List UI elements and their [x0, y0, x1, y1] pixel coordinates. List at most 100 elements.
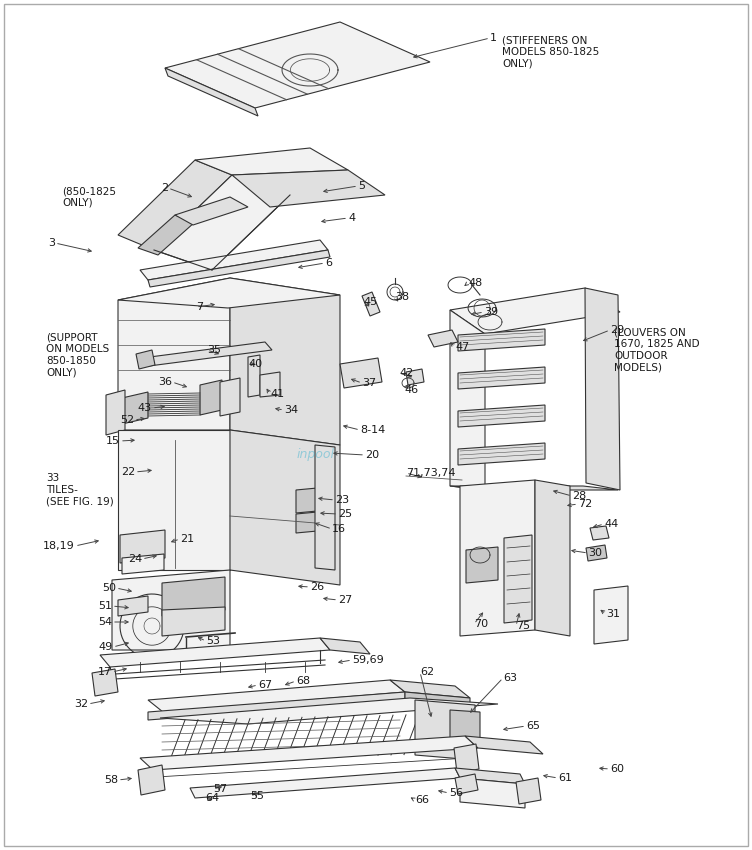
Polygon shape — [406, 369, 424, 385]
Text: 6: 6 — [325, 258, 332, 268]
Polygon shape — [455, 774, 478, 794]
Text: 26: 26 — [310, 582, 324, 592]
Polygon shape — [230, 430, 340, 585]
Text: 67: 67 — [258, 680, 272, 690]
Polygon shape — [148, 250, 330, 287]
Polygon shape — [450, 486, 618, 490]
Polygon shape — [140, 240, 328, 280]
Polygon shape — [362, 292, 380, 316]
Polygon shape — [450, 710, 480, 740]
Text: inpool: inpool — [297, 448, 335, 462]
Polygon shape — [92, 669, 118, 696]
Text: 54: 54 — [98, 617, 112, 627]
Text: 21: 21 — [180, 534, 194, 544]
Text: 75: 75 — [516, 621, 530, 631]
Polygon shape — [138, 765, 165, 795]
Text: (SUPPORT
ON MODELS
850-1850
ONLY): (SUPPORT ON MODELS 850-1850 ONLY) — [46, 332, 109, 377]
Polygon shape — [450, 288, 620, 334]
Polygon shape — [460, 480, 535, 636]
Polygon shape — [118, 596, 148, 616]
Text: 46: 46 — [404, 385, 418, 395]
Polygon shape — [162, 577, 225, 616]
Text: 4: 4 — [348, 213, 355, 223]
Polygon shape — [296, 487, 328, 513]
Text: 61: 61 — [558, 773, 572, 783]
Text: 45: 45 — [363, 297, 377, 307]
Polygon shape — [165, 22, 430, 108]
Polygon shape — [296, 511, 328, 533]
Polygon shape — [118, 430, 230, 570]
Polygon shape — [138, 215, 195, 255]
Text: 18,19: 18,19 — [44, 541, 75, 551]
Polygon shape — [450, 310, 485, 490]
Polygon shape — [148, 680, 405, 712]
Polygon shape — [315, 445, 335, 570]
Polygon shape — [106, 390, 125, 435]
Text: 24: 24 — [128, 554, 142, 564]
Text: 56: 56 — [449, 788, 463, 798]
Polygon shape — [415, 700, 475, 760]
Polygon shape — [112, 570, 230, 650]
Text: 59,69: 59,69 — [352, 655, 384, 665]
Text: 33
TILES-
(SEE FIG. 19): 33 TILES- (SEE FIG. 19) — [46, 473, 114, 507]
Text: 32: 32 — [74, 699, 88, 709]
Polygon shape — [320, 638, 370, 654]
Polygon shape — [122, 392, 148, 424]
Polygon shape — [142, 342, 272, 366]
Text: 50: 50 — [102, 583, 116, 593]
Text: 2: 2 — [161, 183, 168, 193]
Text: 65: 65 — [526, 721, 540, 731]
Text: 43: 43 — [138, 403, 152, 413]
Polygon shape — [120, 530, 165, 563]
Polygon shape — [458, 329, 545, 351]
Polygon shape — [586, 545, 607, 561]
Polygon shape — [136, 350, 155, 369]
Text: 52: 52 — [120, 415, 134, 425]
Polygon shape — [458, 443, 545, 465]
Text: 64: 64 — [205, 793, 219, 803]
Polygon shape — [466, 547, 498, 583]
Text: 41: 41 — [270, 389, 284, 399]
Text: 35: 35 — [207, 345, 221, 355]
Text: 44: 44 — [604, 519, 618, 529]
Polygon shape — [122, 554, 164, 574]
Text: 23: 23 — [335, 495, 349, 505]
Polygon shape — [162, 607, 225, 636]
Text: 15: 15 — [106, 436, 120, 446]
Polygon shape — [118, 278, 340, 308]
Polygon shape — [148, 692, 405, 720]
Polygon shape — [535, 480, 570, 636]
Text: 71,73,74: 71,73,74 — [406, 468, 456, 478]
Text: 36: 36 — [158, 377, 172, 387]
Text: 39: 39 — [484, 307, 498, 317]
Polygon shape — [160, 698, 498, 724]
Text: 57: 57 — [213, 784, 227, 794]
Text: (STIFFENERS ON
MODELS 850-1825
ONLY): (STIFFENERS ON MODELS 850-1825 ONLY) — [502, 36, 599, 69]
Polygon shape — [195, 148, 348, 175]
Text: 37: 37 — [362, 378, 376, 388]
Text: 42: 42 — [399, 368, 414, 378]
Polygon shape — [458, 367, 545, 389]
Text: 53: 53 — [206, 636, 220, 646]
Polygon shape — [390, 680, 470, 698]
Polygon shape — [248, 355, 260, 397]
Polygon shape — [590, 526, 609, 540]
Text: 30: 30 — [588, 548, 602, 558]
Polygon shape — [200, 380, 222, 415]
Polygon shape — [458, 405, 545, 427]
Text: 70: 70 — [474, 619, 488, 629]
Polygon shape — [465, 736, 543, 754]
Text: 51: 51 — [98, 601, 112, 611]
Polygon shape — [260, 372, 280, 397]
Text: 7: 7 — [196, 302, 203, 312]
Polygon shape — [405, 692, 470, 706]
Polygon shape — [594, 586, 628, 644]
Polygon shape — [140, 736, 478, 770]
Polygon shape — [190, 768, 460, 798]
Text: 55: 55 — [250, 791, 264, 801]
Text: 1: 1 — [490, 33, 497, 43]
Text: 66: 66 — [415, 795, 429, 805]
Polygon shape — [454, 744, 479, 773]
Text: 25: 25 — [338, 509, 352, 519]
Polygon shape — [428, 330, 458, 347]
